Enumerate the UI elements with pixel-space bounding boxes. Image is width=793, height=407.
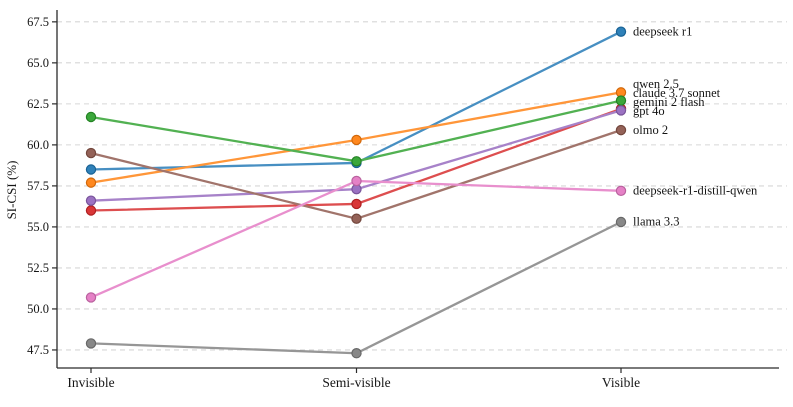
data-point xyxy=(351,348,362,359)
series-qwen-2-5 xyxy=(85,87,627,188)
series-label-gpt-4o: gpt 4o xyxy=(633,104,665,118)
y-axis-title: SI-CSI (%) xyxy=(4,161,19,220)
data-point xyxy=(351,198,362,210)
series-label-deepseek-r1-distill-qwen: deepseek-r1-distill-qwen xyxy=(633,184,758,198)
y-tick-label: 57.5 xyxy=(27,179,49,193)
data-point xyxy=(85,111,97,123)
data-point xyxy=(351,175,362,187)
data-point xyxy=(85,164,97,175)
data-point xyxy=(85,205,97,216)
axis-layer: 47.5 50.0 52.5 55.0 57.5 60.0 62.5 65.0 67.5 xyxy=(27,10,779,373)
series-llama-3-3 xyxy=(85,216,627,359)
data-point xyxy=(615,124,627,136)
series-deepseek-r1-distill-qwen xyxy=(85,175,627,303)
data-point xyxy=(85,177,97,188)
y-tick-label: 60.0 xyxy=(27,138,49,152)
data-point xyxy=(615,105,627,116)
y-tick-label: 55.0 xyxy=(27,220,49,234)
series-label-deepseek-r1: deepseek r1 xyxy=(633,25,692,39)
y-tick-label: 62.5 xyxy=(27,97,49,111)
series-label-gemini-2-flash: gemini 2 flash xyxy=(633,95,705,109)
data-point xyxy=(615,185,627,197)
x-tick-label-invisible: Invisible xyxy=(67,375,114,390)
data-point xyxy=(615,95,627,106)
grid-layer xyxy=(57,21,787,351)
series-line xyxy=(89,30,623,171)
data-point xyxy=(85,292,97,303)
series-line xyxy=(89,179,623,299)
data-point xyxy=(85,338,97,349)
y-tick-label: 65.0 xyxy=(27,56,49,70)
x-tick-label-semi-visible: Semi-visible xyxy=(322,375,390,390)
series-line xyxy=(89,99,623,163)
series-deepseek-r1 xyxy=(85,26,627,175)
data-point xyxy=(351,213,362,224)
data-point xyxy=(85,147,97,159)
series-layer xyxy=(85,26,627,359)
series-label-claude-3-7-sonnet: claude 3.7 sonnet xyxy=(633,86,721,100)
y-tick-label: 67.5 xyxy=(27,15,49,29)
data-point xyxy=(351,156,362,167)
data-point xyxy=(351,134,362,146)
series-label-qwen-2-5: qwen 2.5 xyxy=(633,77,679,91)
data-point xyxy=(615,26,627,37)
series-gemini-2-flash xyxy=(85,95,627,167)
y-tick-label: 52.5 xyxy=(27,261,49,275)
series-olmo-2 xyxy=(85,124,627,224)
series-label-llama-3-3: llama 3.3 xyxy=(633,215,680,229)
x-tick-label-visible: Visible xyxy=(602,375,640,390)
y-tick-label: 47.5 xyxy=(27,343,49,357)
series-line xyxy=(89,220,623,355)
series-label-olmo-2: olmo 2 xyxy=(633,123,668,137)
data-point xyxy=(85,195,97,206)
y-tick-label: 50.0 xyxy=(27,302,49,316)
data-point xyxy=(615,216,627,228)
